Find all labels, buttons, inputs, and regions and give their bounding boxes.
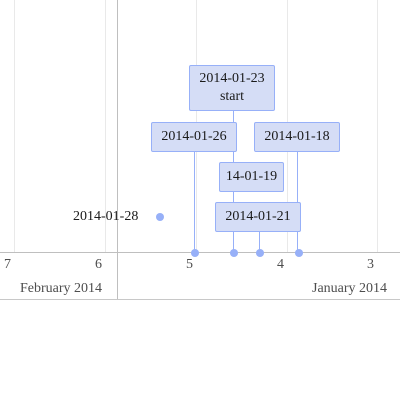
item-date: 2014-01-18 [264,129,330,144]
month-label-january: January 2014 [312,281,388,296]
axis-tick-label: 7 [4,257,11,272]
timeline-item[interactable]: 2014-01-26 [151,122,237,152]
item-date: 14-01-19 [225,169,278,184]
timeline-item[interactable]: 2014-01-21 [215,202,301,232]
timeline-panel[interactable]: 7 6 5 4 3 February 2014 January 2014 201… [0,0,400,300]
item-axis-dot [191,249,199,257]
item-connector-line [194,151,195,253]
timeline-point-dot[interactable] [156,213,164,221]
timeline-item[interactable]: 2014-01-18 [254,122,340,152]
axis-tick-label: 5 [186,257,193,272]
grid-line-minor [105,0,106,252]
axis-tick-label: 6 [95,257,102,272]
axis-tick-label: 4 [277,257,284,272]
item-axis-dot [295,249,303,257]
item-axis-dot [256,249,264,257]
timeline-item[interactable]: 14-01-19 [219,162,284,192]
item-date: 2014-01-26 [161,129,227,144]
item-date: 2014-01-21 [225,209,291,224]
grid-line-minor [377,0,378,252]
item-content: start [219,89,245,104]
item-connector-line [259,231,260,253]
item-date: 2014-01-23 [199,71,265,86]
timeline-point-label[interactable]: 2014-01-28 [73,209,139,224]
month-label-february: February 2014 [20,281,103,296]
item-axis-dot [230,249,238,257]
axis-tick-label: 3 [367,257,374,272]
timeline-item-start[interactable]: 2014-01-23 start [189,65,275,111]
time-axis [0,252,400,253]
month-boundary-line [117,0,118,299]
grid-line-minor [14,0,15,252]
